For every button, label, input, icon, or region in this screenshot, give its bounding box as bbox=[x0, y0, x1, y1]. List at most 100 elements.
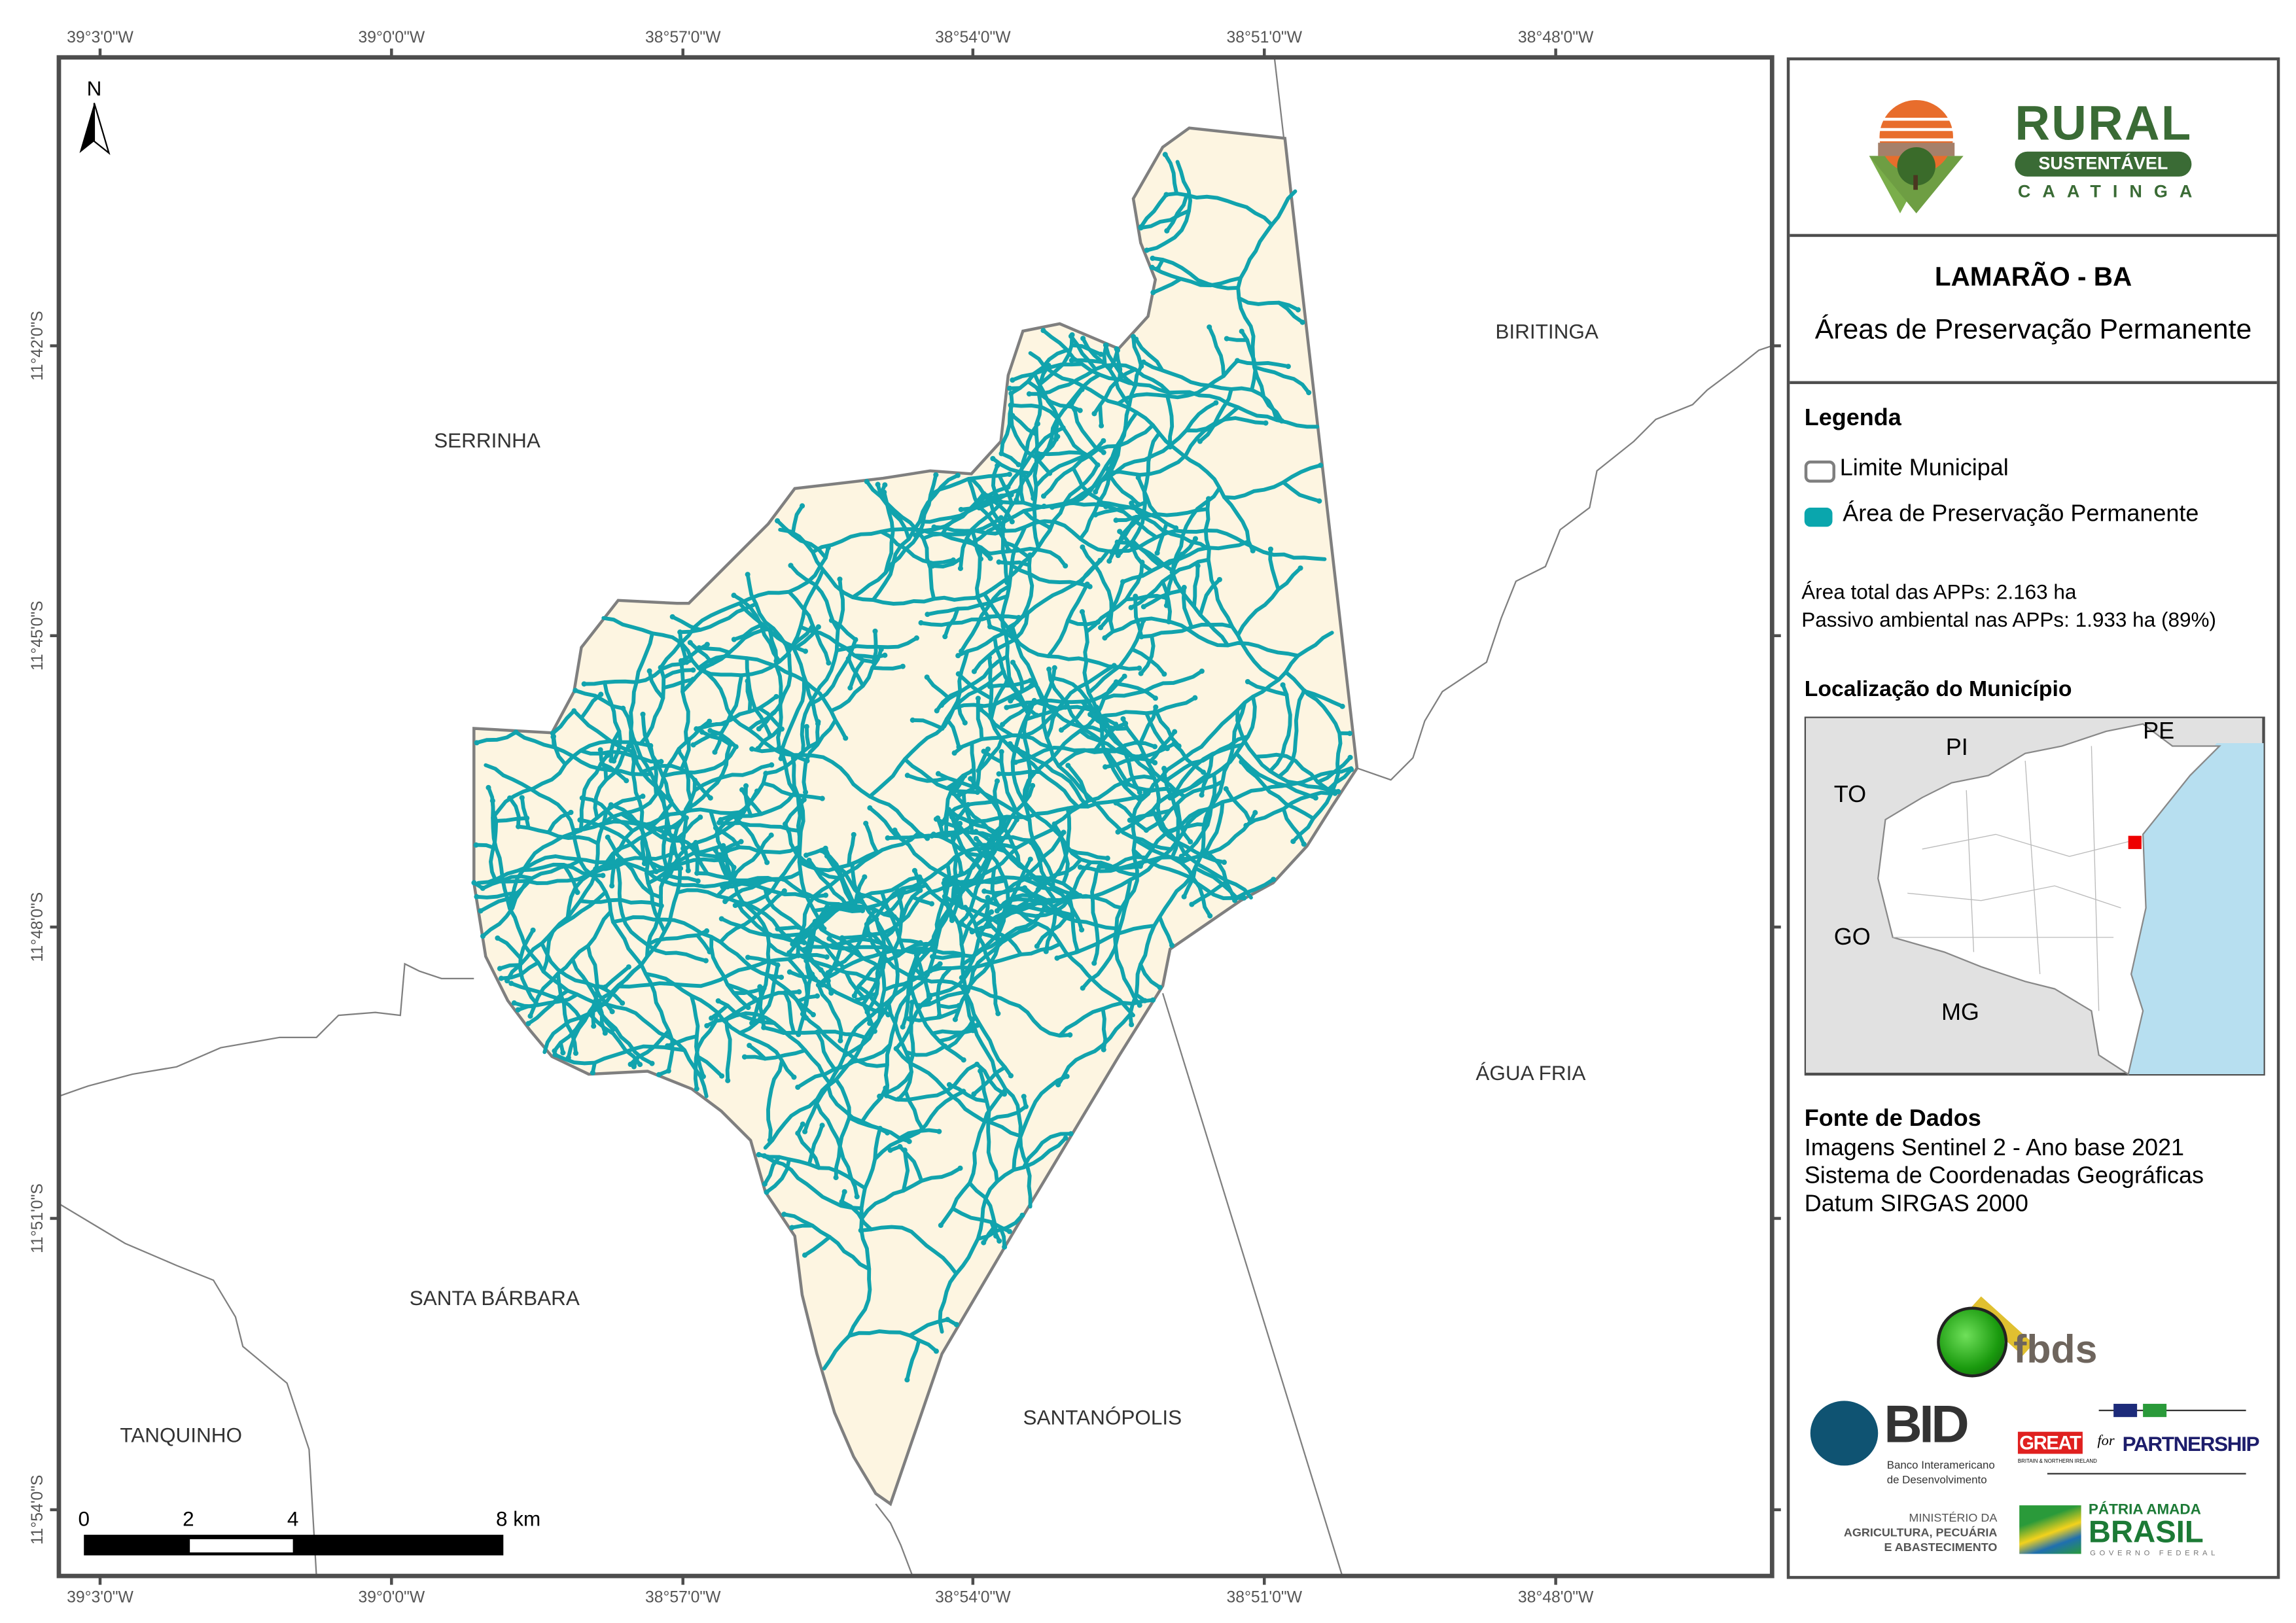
app-stream bbox=[1165, 193, 1189, 233]
stream-source-point bbox=[1347, 731, 1353, 737]
app-stream bbox=[1101, 1007, 1108, 1052]
stream-source-point bbox=[1131, 334, 1137, 340]
stream-source-point bbox=[1152, 695, 1158, 701]
app-stream bbox=[932, 519, 1327, 561]
stream-source-point bbox=[804, 724, 809, 729]
app-stream bbox=[1124, 593, 1169, 602]
app-stream bbox=[541, 803, 613, 973]
stream-source-point bbox=[860, 995, 866, 1001]
stream-source-point bbox=[504, 978, 510, 984]
app-stream bbox=[578, 753, 610, 833]
stream-source-point bbox=[1093, 489, 1099, 495]
app-stream bbox=[484, 763, 675, 1073]
app-stream bbox=[571, 957, 607, 1036]
stream-source-point bbox=[1250, 548, 1256, 553]
stream-source-point bbox=[942, 634, 948, 640]
app-stream bbox=[580, 795, 635, 833]
stream-source-point bbox=[732, 902, 738, 909]
stream-source-point bbox=[1097, 557, 1103, 563]
app-stream bbox=[556, 971, 578, 1055]
svg-text:MG: MG bbox=[1941, 998, 1979, 1025]
app-stream bbox=[796, 1131, 821, 1170]
stream-source-point bbox=[704, 1022, 710, 1029]
location-inset-map: TO PI PE GO MG bbox=[1804, 716, 2265, 1076]
stream-source-point bbox=[1002, 1244, 1008, 1250]
app-stream bbox=[959, 894, 1127, 980]
app-stream bbox=[494, 816, 529, 823]
stream-source-point bbox=[1040, 493, 1047, 499]
app-stream bbox=[645, 843, 726, 875]
stream-source-point bbox=[1063, 563, 1069, 569]
stream-source-point bbox=[1077, 408, 1083, 413]
app-stream bbox=[495, 936, 523, 960]
app-stream bbox=[787, 969, 886, 1015]
stream-source-point bbox=[590, 1070, 595, 1075]
app-stream bbox=[1137, 705, 1158, 747]
app-stream bbox=[695, 871, 780, 883]
app-stream bbox=[782, 1212, 872, 1271]
stream-source-point bbox=[802, 1128, 808, 1134]
stream-source-point bbox=[1150, 997, 1156, 1003]
stream-source-point bbox=[913, 635, 919, 641]
app-stream bbox=[1236, 189, 1298, 423]
app-stream bbox=[974, 545, 992, 629]
stream-source-point bbox=[802, 1252, 808, 1258]
app-stream bbox=[802, 718, 838, 795]
app-stream bbox=[552, 962, 643, 1053]
stream-source-point bbox=[712, 749, 718, 755]
stream-source-point bbox=[1091, 411, 1097, 417]
app-stream bbox=[1141, 360, 1279, 423]
app-stream bbox=[1178, 811, 1258, 865]
stream-source-point bbox=[1301, 841, 1307, 847]
app-stream bbox=[641, 712, 658, 797]
app-stream bbox=[696, 1055, 724, 1078]
app-stream bbox=[1164, 485, 1222, 608]
stream-source-point bbox=[1051, 821, 1057, 827]
stream-source-point bbox=[822, 845, 828, 851]
app-stream bbox=[762, 1153, 864, 1211]
stream-source-point bbox=[571, 708, 577, 714]
app-stream bbox=[724, 1017, 732, 1083]
stream-source-point bbox=[720, 884, 726, 890]
app-stream bbox=[864, 821, 879, 854]
stream-source-point bbox=[1063, 1135, 1069, 1141]
app-stream bbox=[1315, 756, 1352, 784]
stream-source-point bbox=[550, 734, 556, 740]
stream-source-point bbox=[814, 993, 821, 999]
stream-source-point bbox=[1299, 319, 1305, 325]
app-stream bbox=[972, 611, 1030, 674]
app-stream bbox=[936, 966, 953, 1018]
app-stream bbox=[898, 1144, 924, 1183]
app-stream bbox=[879, 890, 906, 952]
stream-source-point bbox=[1224, 336, 1229, 341]
stream-source-point bbox=[1067, 1032, 1073, 1038]
app-stream bbox=[766, 1058, 785, 1142]
stream-source-point bbox=[891, 914, 897, 920]
app-stream bbox=[1056, 1012, 1133, 1087]
stream-source-point bbox=[1188, 839, 1193, 845]
source-line: Imagens Sentinel 2 - Ano base 2021 bbox=[1804, 1136, 2185, 1161]
boundary-agua-fria-santanopolis bbox=[1161, 993, 1343, 1577]
stream-source-point bbox=[1290, 839, 1296, 845]
stream-source-point bbox=[626, 964, 631, 970]
app-stream bbox=[1010, 413, 1038, 437]
app-stream bbox=[1239, 759, 1316, 821]
app-stream bbox=[743, 784, 753, 818]
legend-item: Limite Municipal bbox=[1839, 456, 2009, 481]
stream-source-point bbox=[1041, 700, 1047, 706]
stream-source-point bbox=[1163, 192, 1169, 198]
stream-source-point bbox=[882, 482, 888, 488]
app-stream bbox=[917, 989, 970, 1008]
stream-source-point bbox=[928, 901, 935, 907]
app-stream bbox=[520, 795, 531, 830]
app-stream bbox=[1170, 773, 1209, 800]
stream-source-point bbox=[1120, 716, 1126, 722]
stream-source-point bbox=[1150, 290, 1156, 296]
app-stream bbox=[1170, 570, 1230, 648]
stream-source-point bbox=[1007, 741, 1013, 747]
map-title: LAMARÃO - BA bbox=[1934, 262, 2132, 292]
app-stream bbox=[901, 948, 926, 954]
app-stream bbox=[985, 614, 1021, 620]
stream-source-point bbox=[900, 663, 906, 669]
stream-source-point bbox=[938, 1223, 944, 1229]
